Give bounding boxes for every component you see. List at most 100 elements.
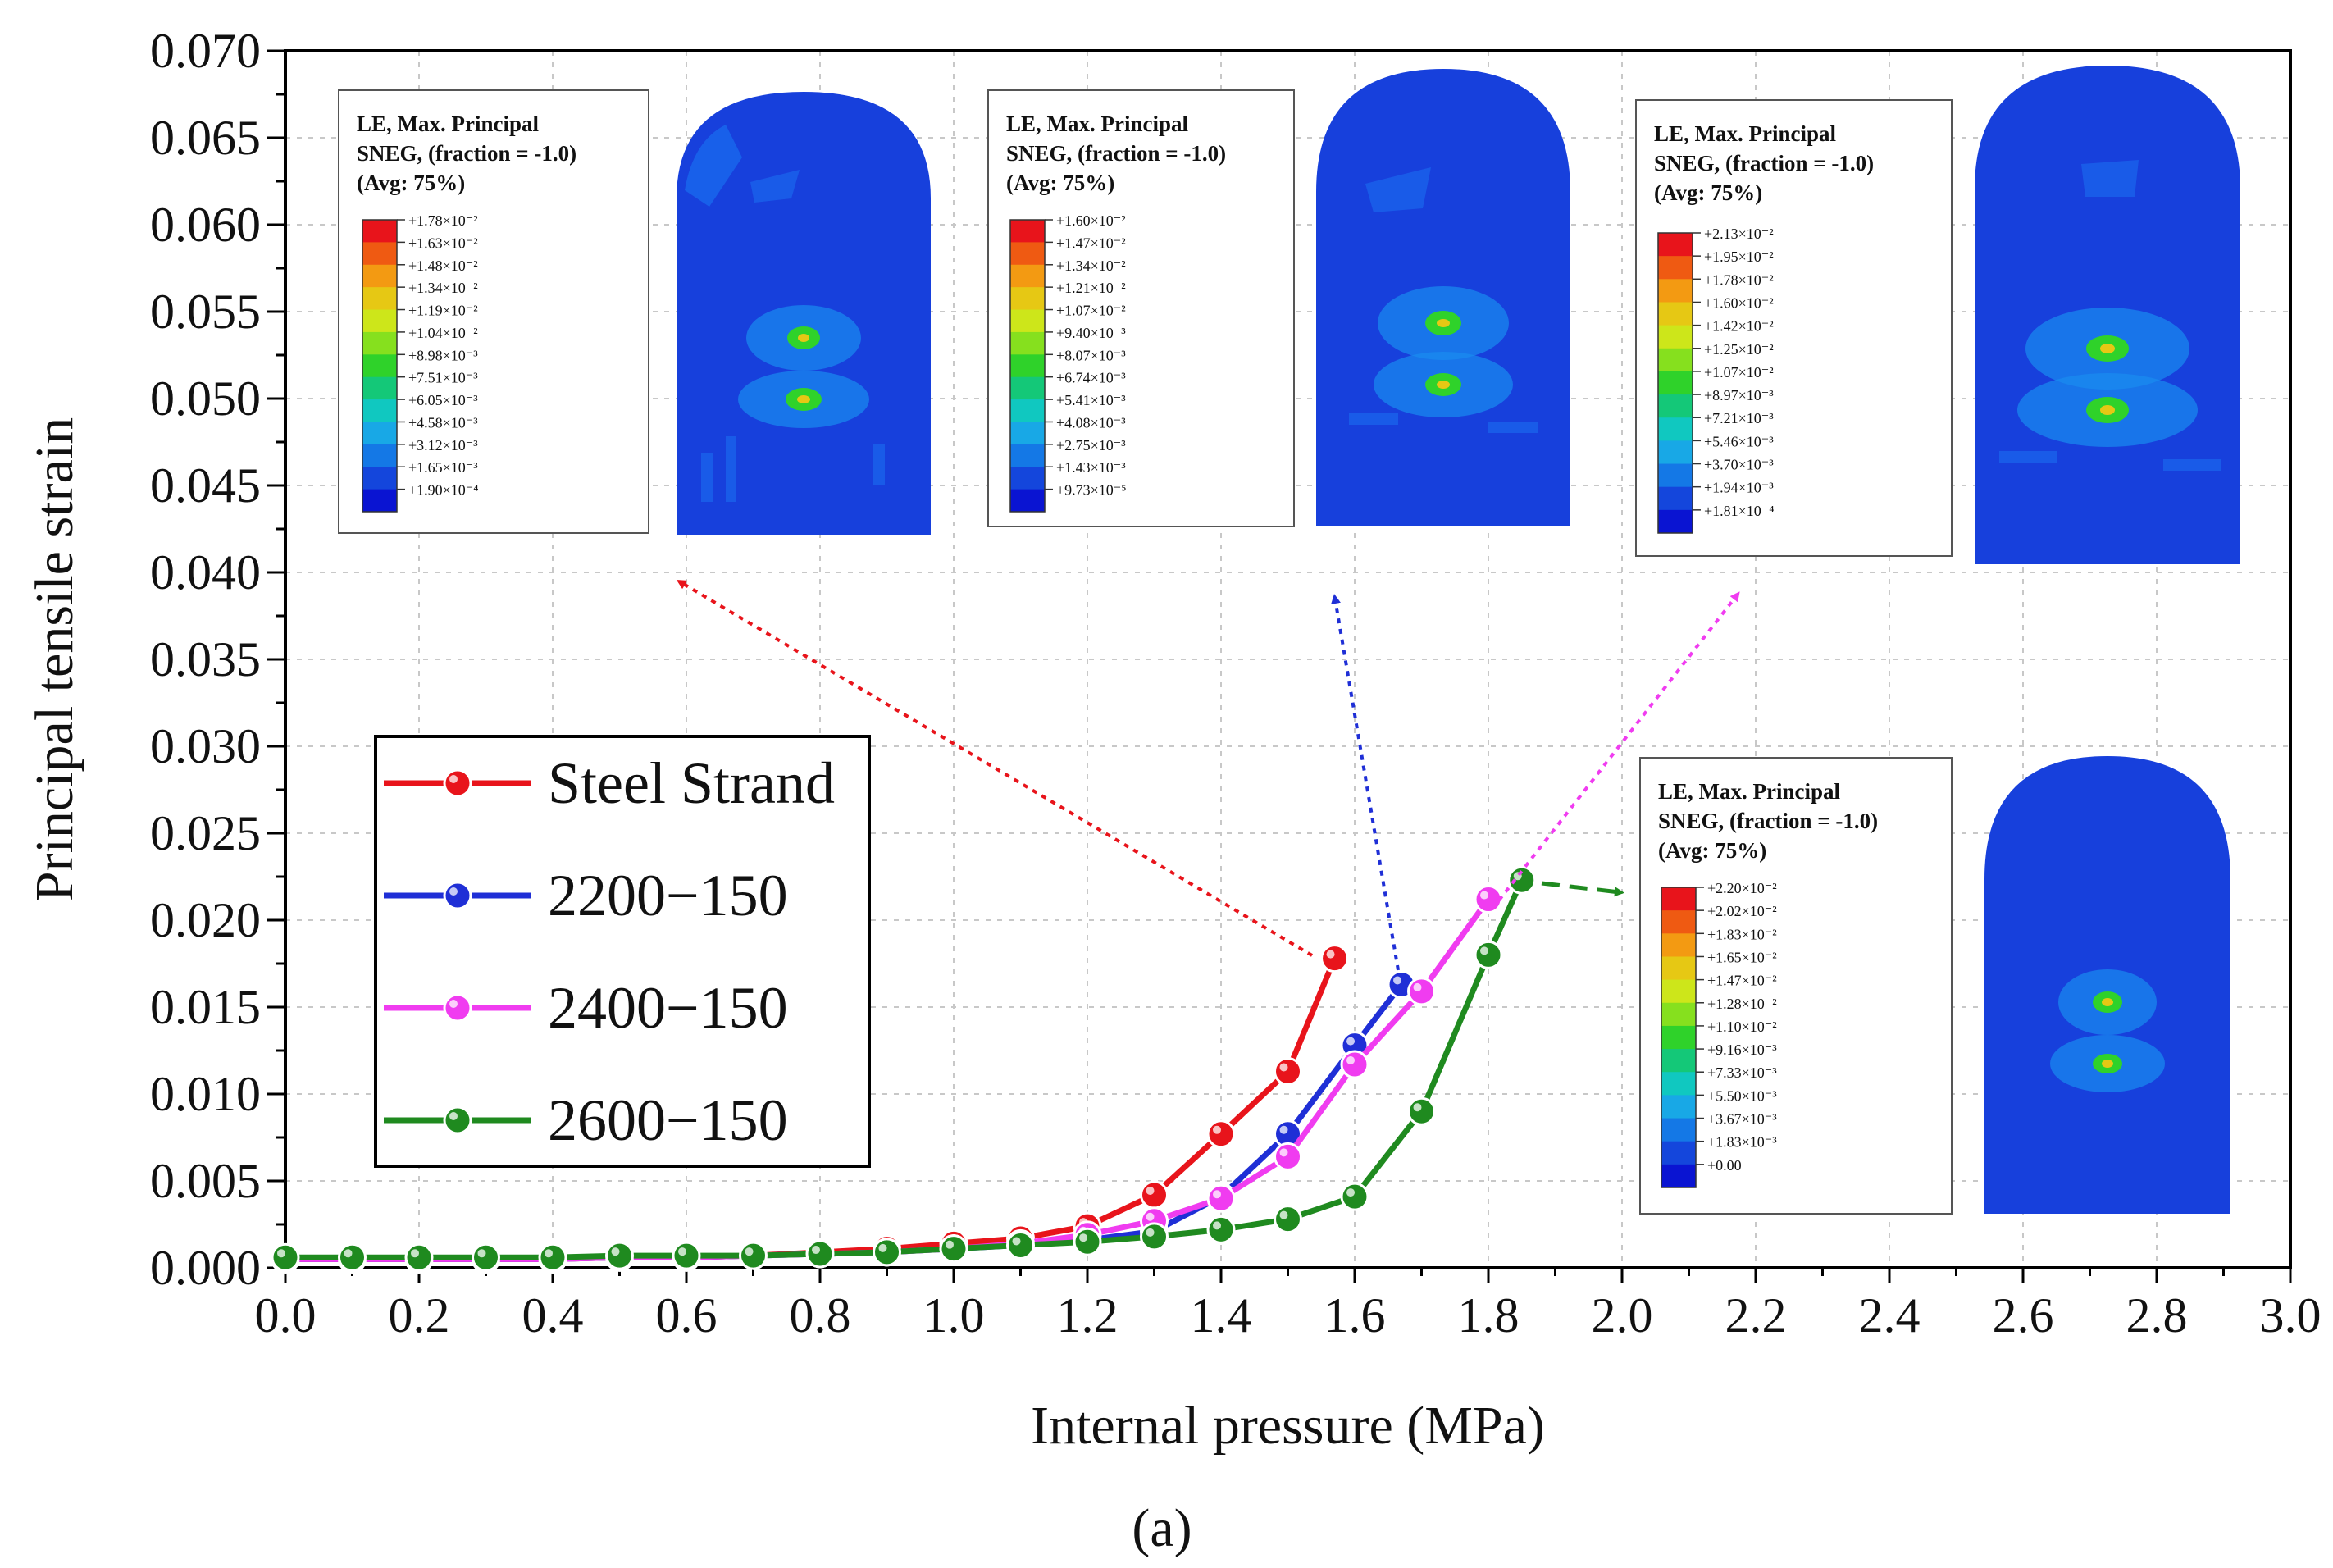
panel-title-line: LE, Max. Principal [1006, 112, 1188, 136]
data-point-highlight [1413, 982, 1422, 991]
data-point-highlight [1213, 1190, 1221, 1199]
colorbar-label: +5.46×10⁻³ [1704, 433, 1774, 449]
colorbar-swatch [1658, 256, 1693, 280]
x-tick-label: 2.0 [1592, 1288, 1653, 1342]
colorbar-swatch [1010, 331, 1045, 355]
data-point [805, 1239, 835, 1269]
data-point [538, 1242, 567, 1272]
legend-marker [443, 768, 472, 798]
colorbar-label: +1.19×10⁻² [408, 303, 478, 319]
x-tick-label: 1.2 [1057, 1288, 1119, 1342]
data-point-highlight [477, 1249, 486, 1258]
panel-title-line: (Avg: 75%) [357, 171, 465, 195]
colorbar-swatch [1661, 956, 1696, 981]
legend-marker [443, 1105, 472, 1135]
series-3 [271, 865, 1537, 1272]
data-point-highlight [277, 1249, 285, 1258]
colorbar-label: +1.34×10⁻² [408, 280, 478, 296]
data-point [338, 1242, 367, 1272]
data-point-highlight [1480, 891, 1488, 900]
data-point-highlight [946, 1240, 954, 1249]
data-point-highlight [1012, 1237, 1021, 1246]
colorbar-swatch [1010, 242, 1045, 266]
data-point [1206, 1215, 1236, 1244]
data-point [1407, 1096, 1436, 1126]
colorbar-swatch [362, 376, 397, 400]
vessel-render [1975, 66, 2240, 564]
colorbar-swatch [1010, 422, 1045, 445]
colorbar-swatch [1661, 1072, 1696, 1096]
colorbar-swatch [1658, 440, 1693, 465]
x-tick-label: 2.8 [2126, 1288, 2188, 1342]
colorbar-swatch [1658, 371, 1693, 395]
colorbar-frame [1657, 232, 1693, 534]
colorbar-swatch [1010, 354, 1045, 378]
x-tick-label: 2.2 [1725, 1288, 1787, 1342]
colorbar-label: +1.65×10⁻³ [408, 459, 478, 476]
data-point-highlight [1213, 1125, 1221, 1134]
colorbar-swatch [1661, 910, 1696, 934]
data-point [1274, 1142, 1302, 1171]
data-point-highlight [678, 1247, 686, 1256]
y-tick-label: 0.030 [150, 719, 261, 773]
data-point [1274, 1056, 1302, 1086]
data-point [939, 1234, 968, 1264]
x-tick-label: 0.0 [255, 1288, 317, 1342]
colorbar-label: +1.60×10⁻² [1704, 294, 1774, 311]
x-tick-label: 1.8 [1458, 1288, 1520, 1342]
colorbar-swatch [362, 331, 397, 355]
annotation-arrows [676, 579, 1740, 971]
colorbar-label: +1.81×10⁻⁴ [1704, 503, 1775, 519]
data-point-highlight [611, 1247, 620, 1256]
colorbar-frame [1009, 219, 1046, 513]
legend-marker [443, 881, 472, 910]
data-point [739, 1241, 768, 1270]
data-point-highlight [812, 1246, 820, 1255]
colorbar-label: +1.94×10⁻³ [1704, 480, 1774, 496]
y-tick-label: 0.005 [150, 1154, 261, 1208]
colorbar-swatch [362, 489, 397, 513]
x-tick-label: 0.6 [656, 1288, 718, 1342]
colorbar-label: +1.83×10⁻³ [1707, 1134, 1777, 1151]
contour-panel-2600-150: LE, Max. Principal SNEG, (fraction = -1.0… [1639, 756, 2230, 1215]
colorbar-label: +4.58×10⁻³ [408, 414, 478, 431]
x-tick-label: 3.0 [2260, 1288, 2322, 1342]
colorbar-swatch [362, 422, 397, 445]
legend-marker-highlight [449, 775, 458, 783]
vessel-render [677, 92, 931, 535]
colorbar-label: +5.50×10⁻³ [1707, 1087, 1777, 1104]
colorbar-label: +8.07×10⁻³ [1056, 347, 1126, 363]
colorbar-label: +7.51×10⁻³ [408, 370, 478, 386]
colorbar-swatch [1658, 463, 1693, 488]
x-tick-label: 1.4 [1191, 1288, 1252, 1342]
colorbar-label: +1.34×10⁻² [1056, 258, 1126, 274]
colorbar-label: +1.04×10⁻² [408, 325, 478, 341]
data-point-highlight [1326, 950, 1335, 959]
colorbar-label: +1.90×10⁻⁴ [408, 482, 479, 499]
colorbar-label: +2.20×10⁻² [1707, 880, 1777, 896]
colorbar-label: +8.98×10⁻³ [408, 347, 478, 363]
panel-title-line: SNEG, (fraction = -1.0) [1654, 151, 1874, 175]
colorbar-swatch [1658, 394, 1693, 418]
data-point [1320, 944, 1350, 973]
legend-label: 2200−150 [548, 863, 788, 928]
colorbar-label: +5.41×10⁻³ [1056, 392, 1126, 408]
data-point-highlight [1393, 976, 1402, 985]
colorbar-label: +1.25×10⁻² [1704, 341, 1774, 358]
panel-title-line: SNEG, (fraction = -1.0) [357, 141, 576, 166]
data-point-highlight [1213, 1221, 1221, 1230]
arrow-2600-150 [1541, 881, 1624, 897]
colorbar-swatch [1010, 309, 1045, 333]
y-tick-label: 0.015 [150, 980, 261, 1034]
colorbar-swatch [1661, 887, 1696, 911]
data-point [271, 1242, 300, 1272]
colorbar-label: +8.97×10⁻³ [1704, 387, 1774, 403]
y-tick-label: 0.020 [150, 893, 261, 947]
colorbar-swatch [1658, 509, 1693, 534]
arrow-2400-150 [1491, 591, 1740, 910]
colorbar-label: +1.78×10⁻² [408, 212, 478, 229]
colorbar-label: +1.43×10⁻³ [1056, 459, 1126, 476]
colorbar-swatch [362, 444, 397, 467]
colorbar-label: +1.21×10⁻² [1056, 280, 1126, 296]
x-axis-label: Internal pressure (MPa) [1031, 1396, 1545, 1456]
